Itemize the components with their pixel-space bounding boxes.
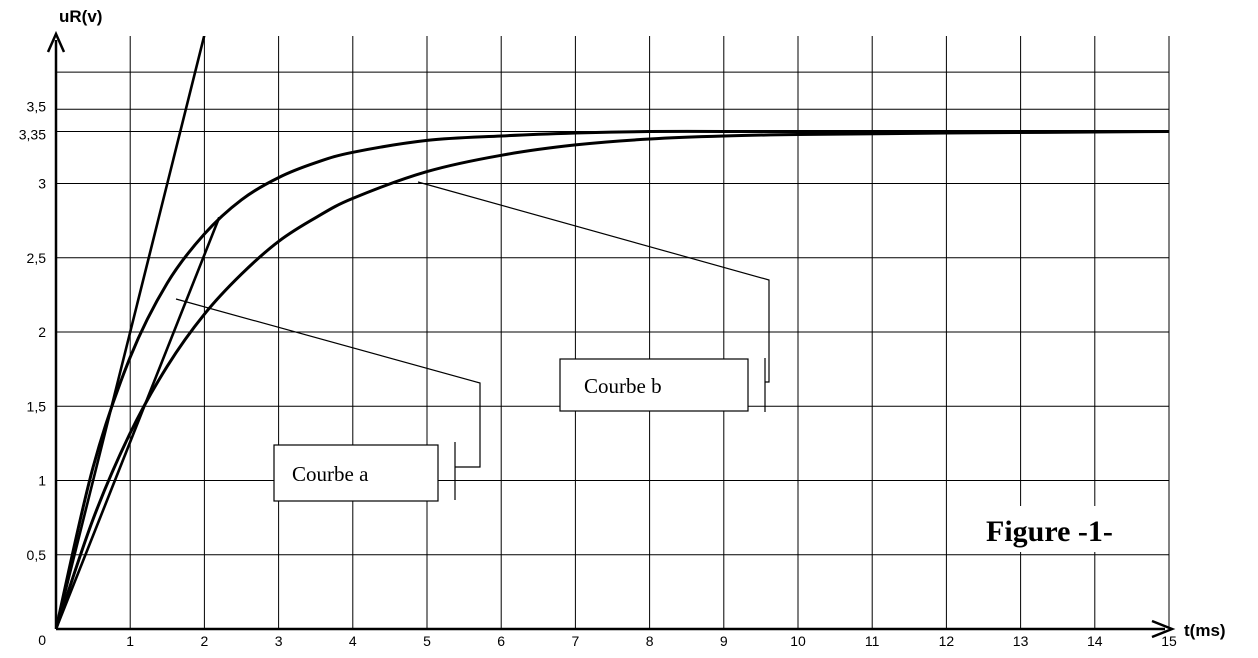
courbe-b-label: Courbe b bbox=[584, 374, 662, 398]
x-tick-label: 7 bbox=[572, 633, 580, 649]
x-tick-label: 15 bbox=[1161, 633, 1177, 649]
callouts: Courbe a Courbe b bbox=[175, 181, 770, 502]
y-axis-arrow bbox=[46, 30, 66, 53]
x-tick-label: 6 bbox=[497, 633, 505, 649]
y-tick-label: 3,5 bbox=[27, 98, 47, 114]
y-tick-label: 3 bbox=[38, 176, 46, 192]
plot-area bbox=[56, 36, 1169, 629]
tangent-line-2 bbox=[56, 216, 221, 629]
x-tick-label: 2 bbox=[201, 633, 209, 649]
y-axis-label: uR(v) bbox=[59, 7, 102, 26]
courbe-a-leader-line bbox=[175, 298, 481, 468]
y-tick-label: 2,5 bbox=[27, 250, 47, 266]
y-tick-label: 2 bbox=[38, 324, 46, 340]
y-tick-label: 1 bbox=[38, 473, 46, 489]
figure-label-background bbox=[978, 506, 1168, 552]
y-tick-labels: 0,5 1 1,5 2 2,5 3 3,35 3,5 bbox=[19, 98, 46, 563]
x-tick-label: 3 bbox=[275, 633, 283, 649]
y-tick-label: 3,35 bbox=[19, 127, 46, 143]
courbe-a-box bbox=[273, 444, 439, 502]
x-tick-label: 12 bbox=[939, 633, 955, 649]
y-tick-label: 0,5 bbox=[27, 547, 47, 563]
courbe-b-leader-line bbox=[417, 181, 770, 383]
y-tick-label: 1,5 bbox=[27, 398, 47, 414]
x-axis-label: t(ms) bbox=[1184, 621, 1226, 640]
x-axis-arrow bbox=[1151, 619, 1176, 639]
x-tick-label: 9 bbox=[720, 633, 728, 649]
courbe-b-box bbox=[559, 358, 749, 412]
courbe-a-label: Courbe a bbox=[292, 462, 369, 486]
x-tick-label: 4 bbox=[349, 633, 357, 649]
axes bbox=[46, 30, 1176, 639]
x-tick-label: 10 bbox=[790, 633, 806, 649]
tangent-line-1 bbox=[56, 36, 206, 629]
x-tick-label: 14 bbox=[1087, 633, 1103, 649]
origin-label: 0 bbox=[38, 632, 46, 648]
x-tick-label: 11 bbox=[865, 633, 880, 649]
x-tick-label: 5 bbox=[423, 633, 431, 649]
x-tick-label: 1 bbox=[126, 633, 134, 649]
x-tick-label: 8 bbox=[646, 633, 654, 649]
x-tick-labels: 1 2 3 4 5 6 7 8 9 10 11 12 13 14 15 bbox=[126, 633, 1177, 649]
courbe-a-line bbox=[56, 130, 1169, 629]
courbe-b-line bbox=[56, 129, 1169, 629]
x-tick-label: 13 bbox=[1013, 633, 1029, 649]
figure-label: Figure -1- bbox=[986, 515, 1113, 548]
